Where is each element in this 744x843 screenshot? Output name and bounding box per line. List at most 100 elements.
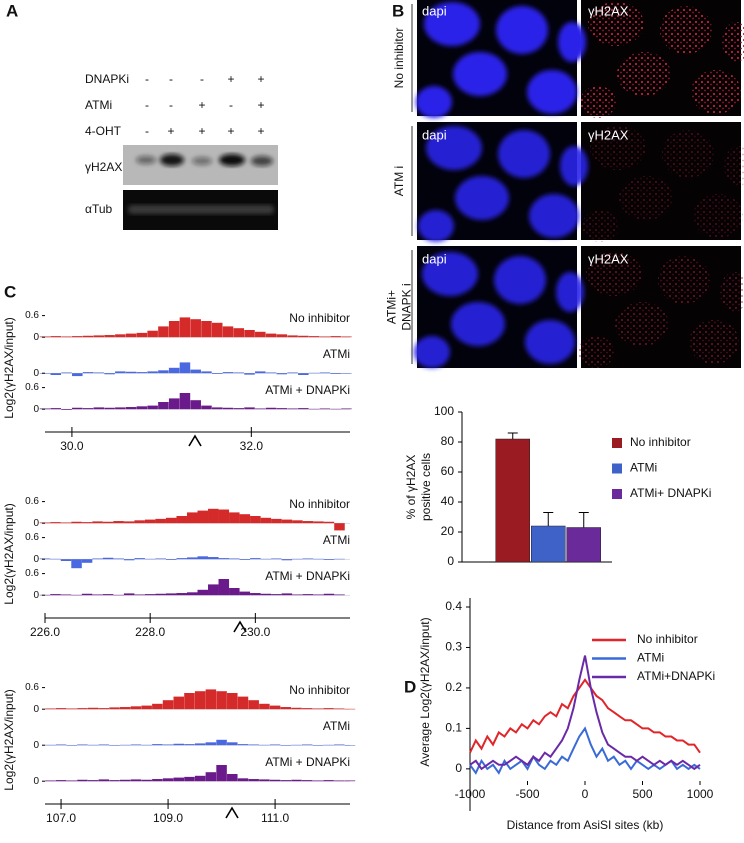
signal-bar (194, 743, 206, 746)
y-tick-label: 60 (441, 464, 455, 478)
y-tick-label: 40 (441, 494, 455, 508)
signal-bar (55, 708, 67, 710)
track-label: ATMi (323, 533, 350, 547)
signal-bar (237, 696, 249, 710)
legend-label: ATMi (637, 651, 664, 665)
signal-bar (237, 744, 249, 746)
y-tick-label: 0 (33, 704, 39, 715)
signal-bar (155, 518, 166, 524)
signal-bar (287, 408, 298, 410)
signal-bar (280, 780, 292, 782)
signal-bar (271, 558, 282, 560)
signal-bar (271, 594, 282, 596)
x-tick-label: 109.0 (153, 811, 183, 825)
signal-bar (134, 594, 145, 596)
y-tick-label: 0 (33, 740, 39, 751)
signal-bar (227, 774, 238, 782)
y-tick-label: 100 (434, 404, 454, 418)
condition-sign: + (227, 72, 234, 86)
condition-sign: - (229, 98, 233, 112)
signal-bar (147, 371, 158, 374)
legend-label: No inhibitor (630, 435, 691, 449)
signal-bar (179, 393, 191, 410)
signal-bar (341, 408, 352, 410)
signal-bar (45, 744, 56, 746)
signal-bar (147, 405, 158, 410)
bar (566, 527, 601, 563)
signal-bar (276, 408, 288, 410)
signal-bar (259, 744, 270, 746)
y-tick-label: 0.2 (445, 680, 462, 694)
signal-bar (93, 372, 105, 374)
condition-sign: + (227, 124, 234, 138)
signal-bar (313, 558, 324, 560)
x-tick-label: 107.0 (46, 811, 76, 825)
signal-bar (120, 744, 131, 746)
signal-bar (50, 336, 62, 338)
y-tick-label: 0.1 (445, 721, 462, 735)
track-label: ATMi (323, 719, 350, 733)
x-tick-label: 226.0 (30, 625, 60, 639)
signal-bar (265, 407, 277, 410)
condition-sign: + (198, 124, 205, 138)
signal-bar (176, 593, 187, 596)
signal-bar (50, 408, 62, 410)
condition-label: ATMi (85, 98, 112, 112)
signal-bar (186, 512, 198, 524)
signal-bar (87, 744, 99, 746)
signal-bar (216, 691, 227, 710)
bar (495, 438, 530, 563)
signal-bar (98, 779, 110, 782)
signal-bar (291, 707, 302, 710)
signal-bar (323, 521, 335, 524)
signal-bar (222, 372, 234, 374)
signal-bar (218, 558, 230, 560)
signal-bar (152, 744, 163, 746)
signal-bar (197, 556, 209, 560)
signal-bar (281, 559, 293, 561)
x-tick-label: 228.0 (135, 625, 165, 639)
legend-swatch (612, 438, 622, 448)
site-arrows (188, 434, 247, 819)
signal-bar (98, 708, 110, 710)
signal-bar (87, 780, 99, 782)
legend-label: ATMi+DNAPKi (637, 669, 715, 683)
signal-bar (61, 372, 72, 374)
signal-bar (218, 509, 230, 524)
signal-bar (250, 558, 261, 560)
signal-bar (102, 594, 114, 596)
signal-bar (222, 407, 234, 410)
signal-bar (102, 521, 114, 524)
signal-bar (162, 744, 174, 746)
series-line (469, 655, 701, 771)
signal-bar (77, 708, 88, 710)
signal-bar (92, 594, 103, 596)
signal-bar (165, 593, 177, 596)
signal-bar (190, 319, 201, 338)
condition-sign: + (257, 98, 264, 112)
signal-bar (102, 557, 114, 560)
condition-sign: + (198, 98, 205, 112)
signal-bar (344, 745, 356, 746)
signal-bar (334, 744, 345, 746)
signal-bar (227, 742, 238, 746)
signal-bar (66, 745, 78, 746)
row-label: ATMi+ (385, 290, 399, 324)
signal-bar (168, 367, 180, 374)
signal-bar (280, 745, 292, 746)
signal-bar (298, 335, 309, 338)
legend-swatch (612, 463, 622, 474)
signal-bar (173, 696, 185, 710)
signal-bar (123, 593, 135, 596)
signal-bar (312, 745, 324, 746)
y-tick-label: 0.4 (445, 599, 462, 613)
signal-bar (201, 371, 212, 374)
signal-bar (115, 371, 126, 374)
signal-bar (291, 779, 302, 782)
signal-bar (173, 777, 185, 782)
signal-bar (93, 407, 105, 410)
signal-bar (292, 558, 303, 560)
signal-bar (115, 407, 126, 410)
signal-bar (120, 707, 131, 710)
signal-bar (244, 373, 255, 375)
